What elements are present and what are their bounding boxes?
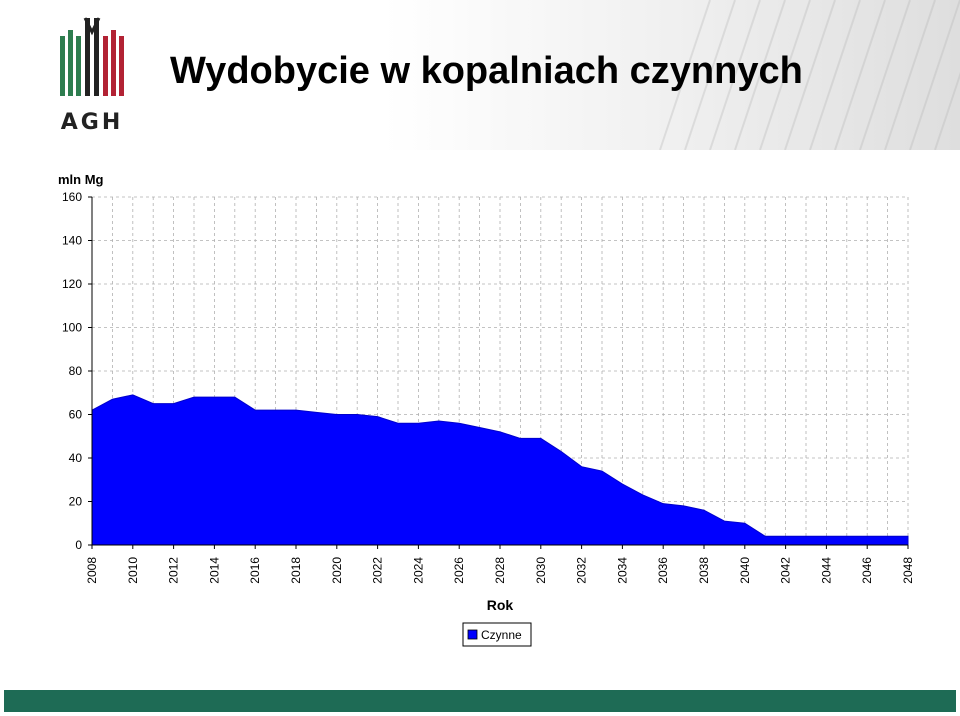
y-tick-label: 120 <box>62 277 82 291</box>
chart-legend: Czynne <box>462 622 532 647</box>
y-tick-label: 40 <box>69 451 83 465</box>
x-tick-label: 2016 <box>248 557 262 584</box>
x-tick-label: 2046 <box>860 557 874 584</box>
x-tick-label: 2034 <box>615 557 629 584</box>
logo-text: AGH <box>60 110 124 135</box>
x-tick-label: 2042 <box>779 557 793 584</box>
x-tick-label: 2048 <box>901 557 915 584</box>
x-tick-label: 2024 <box>411 557 425 584</box>
agh-emblem-icon <box>60 17 124 96</box>
chart-axes <box>88 196 909 549</box>
x-tick-label: 2036 <box>656 557 670 584</box>
y-tick-label: 160 <box>62 190 82 204</box>
y-tick-label: 140 <box>62 234 82 248</box>
x-tick-label: 2008 <box>85 557 99 584</box>
x-tick-label: 2032 <box>575 557 589 584</box>
x-tick-label: 2022 <box>371 557 385 584</box>
x-tick-label: 2014 <box>207 557 221 584</box>
x-tick-label: 2010 <box>126 557 140 584</box>
agh-logo: AGH <box>56 14 128 136</box>
x-axis-label: Rok <box>487 597 514 613</box>
footer-bar <box>4 690 956 712</box>
legend-swatch-czynne <box>467 629 478 640</box>
y-tick-label: 100 <box>62 321 82 335</box>
area-series-czynne <box>91 394 909 546</box>
y-tick-label: 20 <box>69 495 83 509</box>
x-tick-labels: 2008 2010 2012 2014 2016 2018 2020 2022 2024 2026… <box>85 557 915 584</box>
legend-box <box>462 622 532 647</box>
x-tick-label: 2038 <box>697 557 711 584</box>
y-tick-label: 60 <box>69 408 83 422</box>
slide-title: Wydobycie w kopalniach czynnych <box>170 50 803 92</box>
legend-label-czynne: Czynne <box>481 628 522 642</box>
x-tick-label: 2018 <box>289 557 303 584</box>
x-tick-label: 2030 <box>534 557 548 584</box>
y-tick-label: 80 <box>69 364 83 378</box>
x-tick-label: 2012 <box>167 557 181 584</box>
header-banner: AGH Wydobycie w kopalniach czynnych <box>0 0 960 150</box>
x-tick-label: 2020 <box>330 557 344 584</box>
y-axis-label: mln Mg <box>58 172 104 187</box>
x-tick-label: 2026 <box>452 557 466 584</box>
x-tick-label: 2028 <box>493 557 507 584</box>
x-tick-label: 2040 <box>738 557 752 584</box>
y-tick-labels: 0 20 40 60 80 100 120 140 160 <box>62 190 82 552</box>
y-tick-label: 0 <box>75 538 82 552</box>
x-tick-label: 2044 <box>819 557 833 584</box>
decorative-stripes <box>659 0 960 150</box>
chart-series-layer <box>91 394 909 546</box>
